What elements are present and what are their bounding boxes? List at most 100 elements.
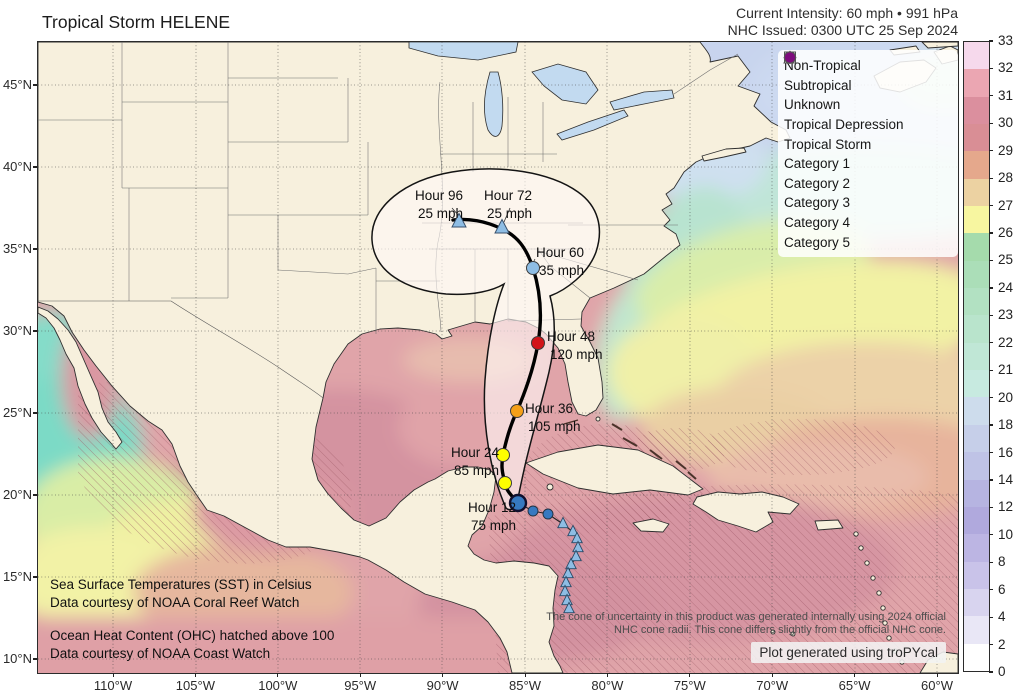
past-track-point [542, 508, 554, 520]
x-axis-tick [606, 673, 609, 677]
colorbar-segment [964, 260, 989, 289]
page-title: Tropical Storm HELENE [42, 12, 231, 32]
cone-disclaimer-line1: The cone of uncertainty in this product … [546, 611, 946, 623]
y-axis-tick [33, 494, 37, 496]
forecast-point-h12 [498, 476, 512, 490]
colorbar-tick-label: 8 [998, 554, 1006, 570]
colorbar-segment [964, 342, 989, 371]
y-axis-label: 30°N [2, 323, 32, 338]
legend-item: Tropical Depression [783, 51, 954, 135]
caribbean-islands [525, 416, 958, 673]
colorbar-tick-label: 32 [998, 60, 1014, 76]
forecast-point-h60 [526, 261, 540, 275]
past-track-markers [527, 505, 584, 614]
past-track-point [562, 566, 574, 579]
x-axis-tick [689, 673, 691, 677]
colorbar-tick-label: 20 [998, 389, 1014, 405]
colorbar-segment [964, 288, 989, 316]
cone-of-uncertainty [371, 168, 601, 511]
colorbar-segment [964, 616, 989, 644]
legend-item: Unknown [783, 51, 954, 115]
colorbar-tick-label: 22 [998, 334, 1014, 350]
colorbar-tick-mark [989, 506, 993, 508]
forecast-label-h12: Hour 12 75 mph [468, 500, 516, 533]
legend-item-label: Tropical Depression [784, 117, 904, 133]
sst-colorbar [963, 41, 990, 672]
colorbar-tick-label: 30 [998, 115, 1014, 131]
legend-item-label: Non-Tropical [784, 58, 861, 74]
x-axis-tick [112, 673, 114, 677]
current-intensity-text: Current Intensity: 60 mph • 991 hPa [735, 5, 958, 21]
category-5-marker-icon [783, 51, 797, 64]
forecast-point-h72 [494, 218, 510, 234]
x-axis-label: 65°W [838, 678, 871, 693]
forecast-point-current [508, 493, 528, 513]
past-track-point [561, 593, 573, 606]
forecast-label-h72: Hour 72 25 mph [484, 188, 532, 221]
ohc-note-line2: Data courtesy of NOAA Coast Watch [50, 646, 271, 661]
colorbar-segment [964, 206, 989, 234]
colorbar-tick-mark [989, 397, 993, 399]
legend-item-label: Category 5 [784, 234, 851, 250]
x-axis-label: 95°W [344, 678, 377, 693]
colorbar-tick-mark [989, 616, 993, 618]
landmass-baja [38, 306, 123, 450]
y-axis-label: 15°N [2, 569, 32, 584]
x-axis-label: 75°W [673, 678, 706, 693]
x-axis-tick [771, 673, 773, 677]
legend-item-label: Category 3 [784, 195, 851, 211]
legend-item-label: Subtropical [784, 77, 852, 93]
forecast-point-h48 [531, 336, 545, 350]
forecast-label-h36: Hour 36 105 mph [525, 401, 581, 434]
colorbar-segment [964, 397, 989, 425]
x-axis-tick [854, 673, 856, 677]
y-axis-label: 45°N [2, 77, 32, 92]
legend-item: Category 2 [783, 51, 954, 194]
colorbar-tick-label: 4 [998, 609, 1006, 625]
x-axis-label: 90°W [426, 678, 459, 693]
y-axis-tick [33, 248, 37, 250]
forecast-labels: Hour 12 75 mph Hour 24 85 mph Hour 36 105 mph… [415, 188, 603, 533]
colorbar-tick-mark [989, 259, 993, 262]
colorbar-tick-label: 26 [998, 225, 1014, 241]
legend-item-label: Tropical Storm [784, 136, 872, 152]
colorbar-segment [964, 315, 989, 343]
y-axis-tick [33, 166, 37, 168]
legend-item-label: Category 4 [784, 215, 851, 231]
colorbar-tick-mark [989, 40, 993, 42]
map-canvas: Hour 12 75 mph Hour 24 85 mph Hour 36 105 mph… [37, 41, 959, 674]
colorbar-tick-mark [989, 534, 993, 536]
colorbar-tick-label: 10 [998, 526, 1014, 542]
colorbar-segment [964, 151, 989, 179]
ohc-note-line1: Ocean Heat Content (OHC) hatched above 1… [50, 628, 335, 643]
forecast-point-h36 [510, 404, 524, 418]
colorbar-tick-mark [989, 643, 993, 646]
colorbar-segment [964, 96, 989, 125]
colorbar-tick-mark [989, 287, 993, 289]
colorbar-tick-mark [989, 561, 993, 563]
legend-item: Category 1 [783, 51, 954, 174]
x-axis-label: 70°W [756, 678, 789, 693]
colorbar-tick-mark [989, 177, 993, 179]
x-axis-label: 80°W [591, 678, 624, 693]
y-axis-label: 40°N [2, 159, 32, 174]
legend-item: Non-Tropical [783, 50, 954, 76]
cone-disclaimer-line2: NHC cone radii. This cone differs slight… [614, 623, 946, 636]
colorbar-segment [964, 233, 989, 261]
past-track-point [563, 601, 575, 614]
y-axis-tick [33, 576, 37, 578]
colorbar-segment [964, 178, 989, 207]
past-track-point [570, 549, 582, 562]
colorbar-tick-mark [989, 314, 993, 316]
legend-item: Category 4 [783, 51, 954, 233]
colorbar-segment [964, 452, 989, 480]
colorbar-segment [964, 534, 989, 562]
x-axis-tick [277, 673, 279, 677]
legend-item: Tropical Storm [783, 51, 954, 154]
y-axis-tick [33, 412, 37, 414]
past-track-point [567, 524, 579, 537]
colorbar-tick-label: 12 [998, 499, 1014, 515]
legend-item: Category 5 [783, 51, 954, 252]
y-axis-tick [33, 84, 37, 86]
